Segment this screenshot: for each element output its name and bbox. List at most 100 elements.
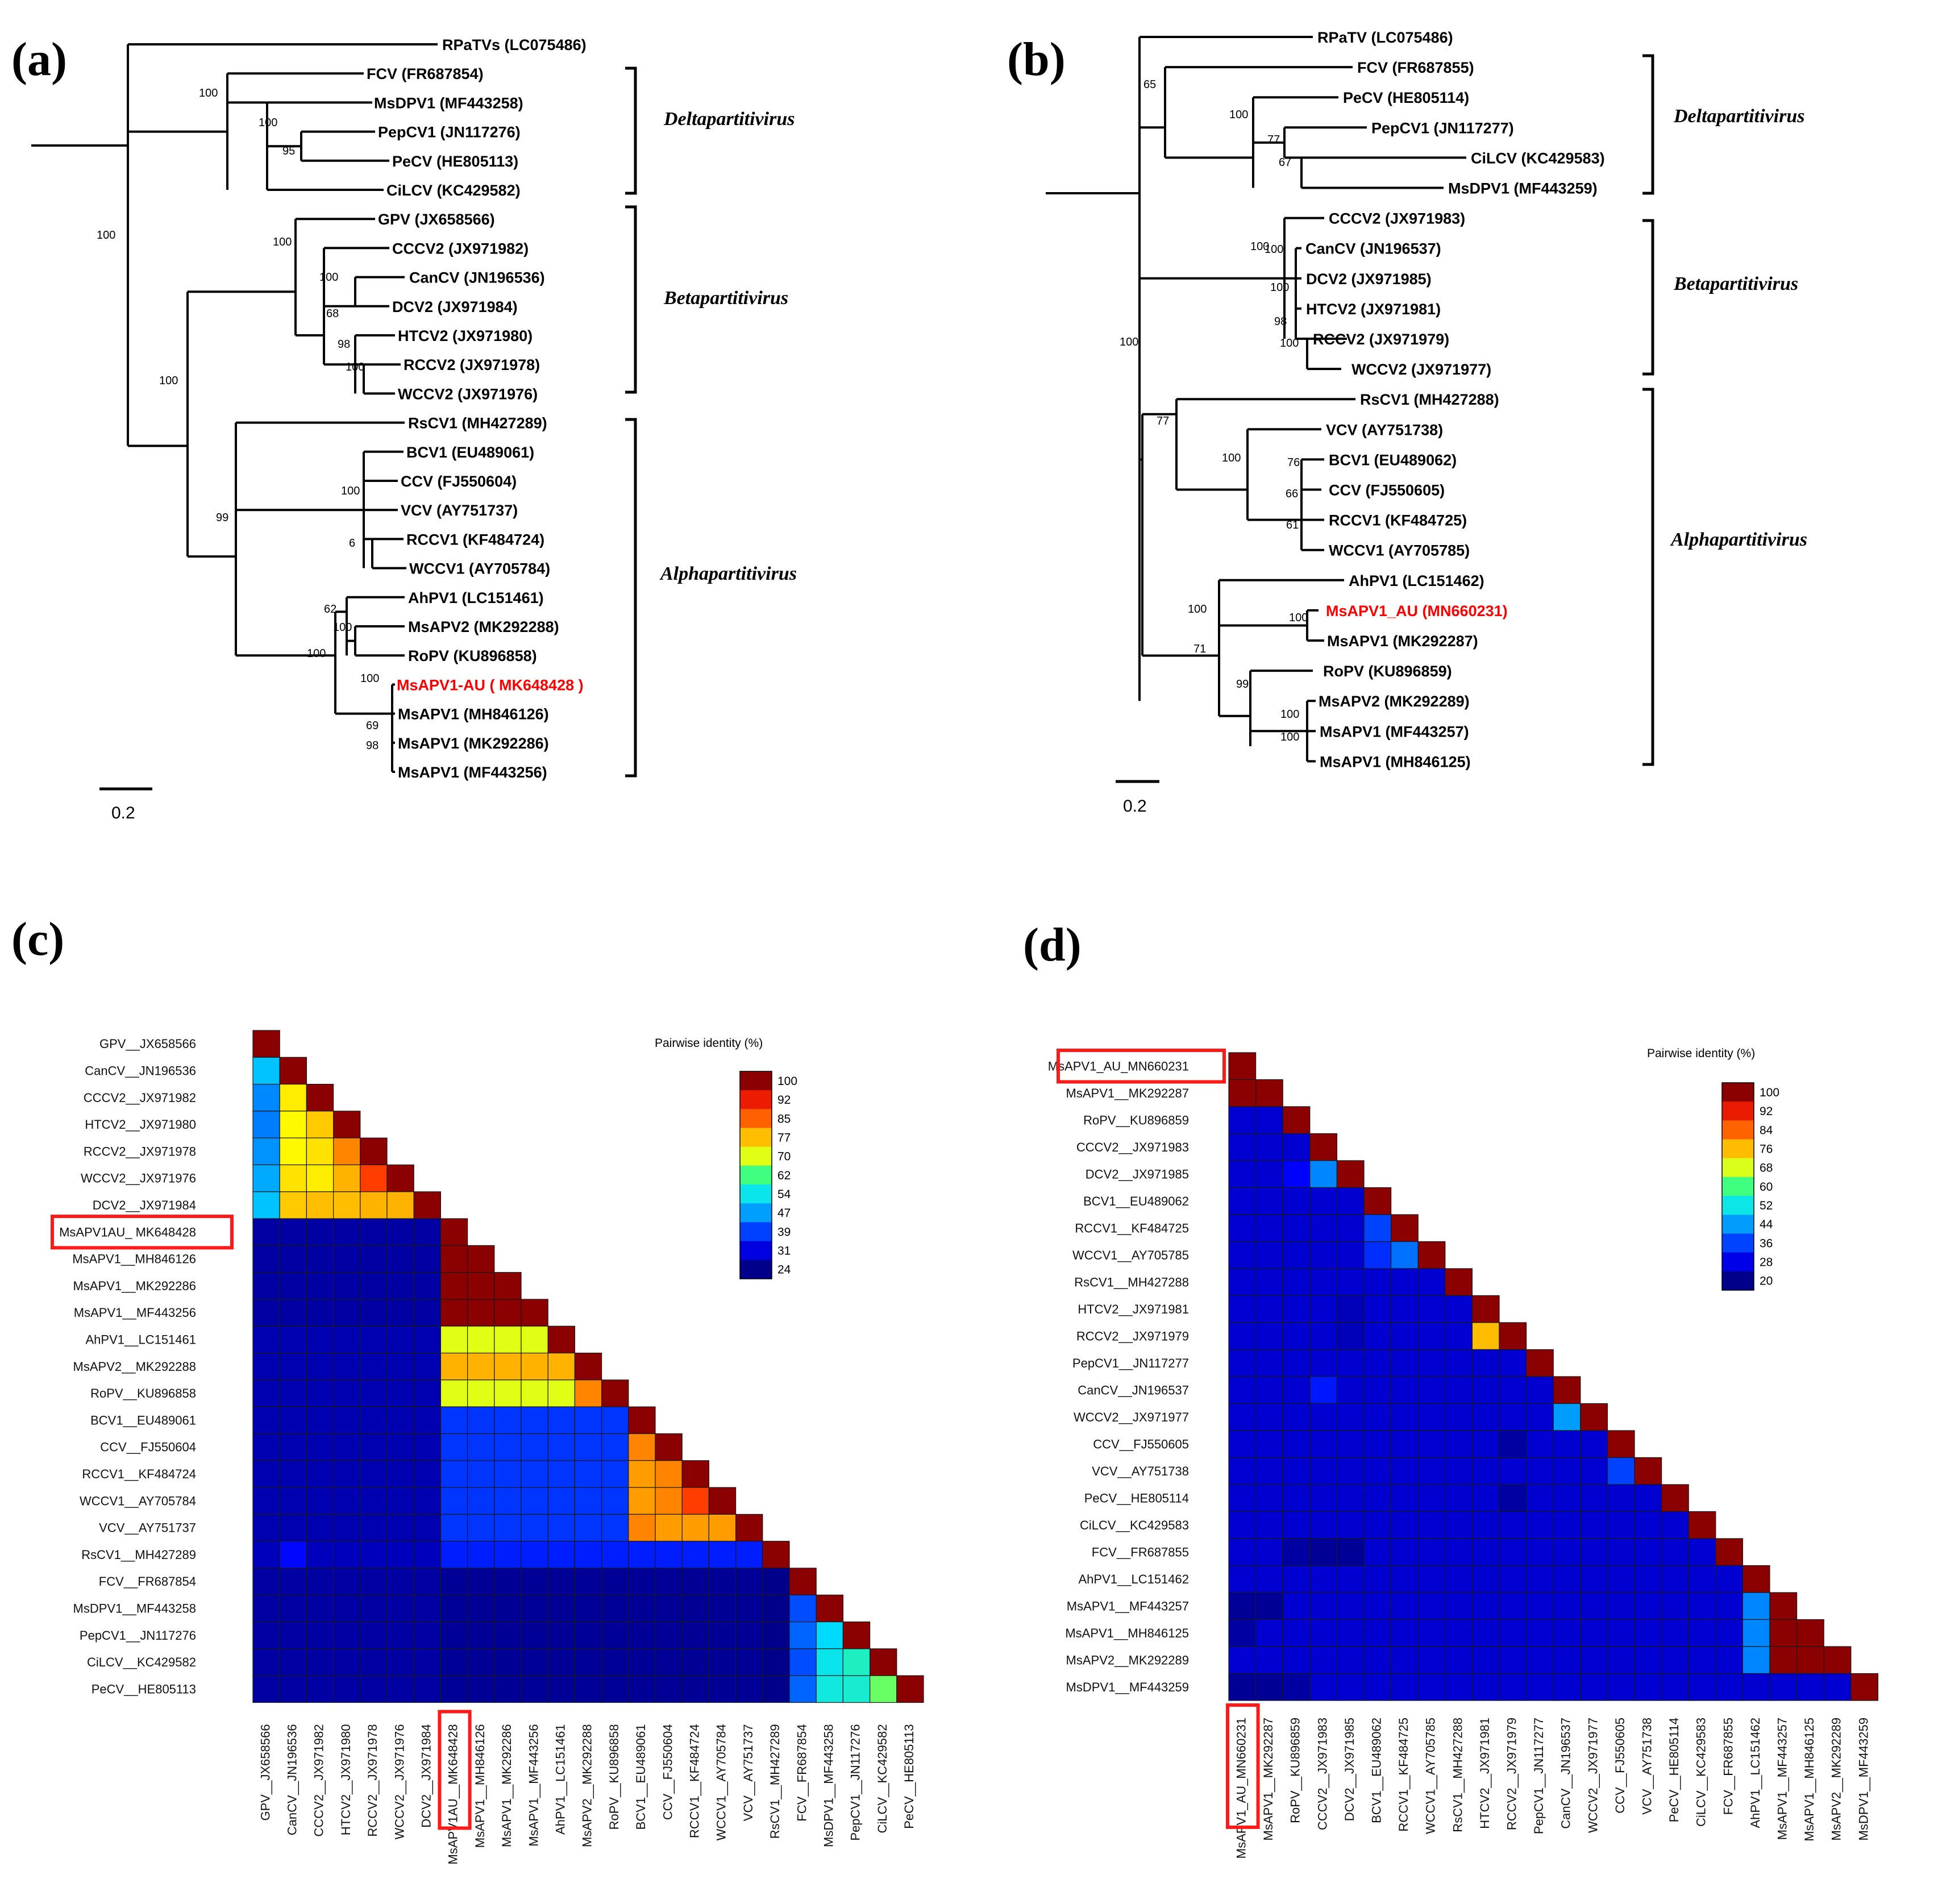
legend-swatch — [1722, 1139, 1754, 1159]
heatmap-cell — [252, 1594, 280, 1623]
heatmap-cell — [1417, 1511, 1446, 1539]
heatmap-cell — [735, 1594, 763, 1623]
tree-a-taxon-label: CCV (FJ550604) — [401, 473, 517, 490]
heatmap-cell — [521, 1541, 548, 1569]
heatmap-cell — [386, 1164, 414, 1192]
highlight-row-box — [51, 1215, 234, 1250]
heatmap-cell — [1309, 1133, 1338, 1161]
heatmap-row-label: RCCV2__JX971978 — [84, 1144, 196, 1158]
heatmap-cell — [467, 1594, 495, 1623]
highlight-column-box — [1226, 1703, 1260, 1829]
heatmap-cell — [413, 1191, 442, 1219]
heatmap-cell — [467, 1406, 495, 1435]
heatmap-cell — [440, 1325, 468, 1354]
heatmap-cell — [1553, 1673, 1581, 1701]
heatmap-column-label: DCV2__JX971985 — [1342, 1718, 1357, 1821]
heatmap-cell — [279, 1514, 307, 1542]
tree-a-bootstrap: 100 — [259, 117, 277, 129]
heatmap-cell — [521, 1514, 548, 1542]
tree-b-bootstrap: 100 — [1120, 336, 1138, 348]
heatmap-cell — [1715, 1619, 1744, 1647]
legend-swatch — [740, 1146, 772, 1166]
heatmap-cell — [1499, 1565, 1527, 1593]
heatmap-column-label: MsAPV1_AU_MN660231 — [1234, 1718, 1249, 1859]
heatmap-column-label: MsAPV1AU__MK648428 — [446, 1724, 460, 1865]
heatmap-cell — [574, 1514, 602, 1542]
heatmap-cell — [735, 1541, 763, 1569]
heatmap-cell — [1282, 1160, 1311, 1188]
heatmap-cell — [521, 1594, 548, 1623]
heatmap-cell — [628, 1594, 656, 1623]
heatmap-column-label: MsAPV1__MH846126 — [473, 1724, 487, 1848]
heatmap-cell — [1391, 1349, 1419, 1377]
heatmap-cell — [628, 1541, 656, 1569]
heatmap-column-label: CiLCV__KC429582 — [875, 1724, 889, 1834]
heatmap-cell — [306, 1460, 334, 1488]
heatmap-cell — [1634, 1673, 1662, 1701]
heatmap-cell — [1850, 1673, 1879, 1701]
heatmap-cell — [1445, 1484, 1473, 1512]
heatmap-cell — [306, 1541, 334, 1569]
tree-b-taxon-label: AhPV1 (LC151462) — [1349, 572, 1484, 589]
heatmap-row-label: BCV1__EU489062 — [1083, 1194, 1189, 1208]
heatmap-row-label: FCV__FR687854 — [99, 1574, 196, 1589]
heatmap-cell — [1471, 1646, 1500, 1674]
legend-tick-label: 47 — [777, 1207, 791, 1220]
heatmap-cell — [1796, 1646, 1824, 1674]
heatmap-cell — [1255, 1241, 1283, 1269]
heatmap-cell — [628, 1460, 656, 1488]
heatmap-cell — [708, 1568, 737, 1595]
heatmap-cell — [494, 1272, 522, 1300]
heatmap-cell — [279, 1622, 307, 1649]
heatmap-cell — [467, 1379, 495, 1407]
heatmap-cell — [1526, 1592, 1554, 1620]
heatmap-cell — [306, 1191, 334, 1219]
legend-swatch — [740, 1241, 772, 1261]
tree-a-bootstraps: 100 100 95 100 100 100 68 98 100 100 99 100 6 62 100 10… — [97, 87, 379, 752]
heatmap-cell — [521, 1648, 548, 1676]
heatmap-cell — [467, 1272, 495, 1300]
heatmap-cell — [1471, 1511, 1500, 1539]
heatmap-column-label: MsAPV1__MH846125 — [1802, 1718, 1816, 1841]
tree-a-bootstrap: 69 — [366, 720, 379, 732]
heatmap-cell — [440, 1299, 468, 1327]
heatmap-cell — [1228, 1403, 1257, 1431]
heatmap-cell — [332, 1568, 361, 1595]
heatmap-cell — [332, 1487, 361, 1515]
heatmap-cell — [1228, 1646, 1257, 1674]
tree-b-bootstrap: 100 — [1280, 708, 1299, 721]
heatmap-cell — [1526, 1376, 1554, 1404]
heatmap-cell — [1634, 1619, 1662, 1647]
heatmap-cell — [1228, 1187, 1257, 1215]
heatmap-cell — [1417, 1484, 1446, 1512]
heatmap-cell — [413, 1353, 442, 1381]
heatmap-cell — [1309, 1160, 1338, 1188]
tree-a-bootstrap: 100 — [199, 87, 218, 99]
heatmap-cell — [1391, 1430, 1419, 1458]
heatmap-cell — [1553, 1511, 1581, 1539]
heatmap-row-label: WCCV1__AY705784 — [80, 1494, 196, 1508]
heatmap-cell — [789, 1648, 817, 1676]
heatmap-cell — [413, 1218, 442, 1246]
heatmap-cell — [1255, 1403, 1283, 1431]
heatmap-d-row-labels: MsAPV1_AU_MN660231 MsAPV1__MK292287 RoPV__… — [1048, 1059, 1189, 1694]
heatmap-cell — [1228, 1619, 1257, 1647]
heatmap-cell — [306, 1622, 334, 1649]
heatmap-cell — [681, 1514, 709, 1542]
heatmap-cell — [842, 1648, 871, 1676]
heatmap-cell — [521, 1460, 548, 1488]
heatmap-cell — [1634, 1457, 1662, 1485]
heatmap-c-cells — [252, 1030, 924, 1703]
heatmap-cell — [1309, 1511, 1338, 1539]
heatmap-cell — [279, 1594, 307, 1623]
heatmap-column-label: GPV__JX658566 — [258, 1724, 272, 1821]
heatmap-cell — [1607, 1646, 1635, 1674]
panel-label-c: (c) — [11, 913, 64, 966]
tree-b-taxon-label: RPaTV (LC075486) — [1317, 29, 1453, 46]
legend-tick-label: 60 — [1760, 1180, 1773, 1194]
heatmap-cell — [413, 1487, 442, 1515]
heatmap-cell — [1526, 1646, 1554, 1674]
heatmap-column-label: MsAPV2__MK292289 — [1829, 1718, 1844, 1840]
tree-b-scale-label: 0.2 — [1123, 797, 1147, 816]
heatmap-cell — [494, 1299, 522, 1327]
